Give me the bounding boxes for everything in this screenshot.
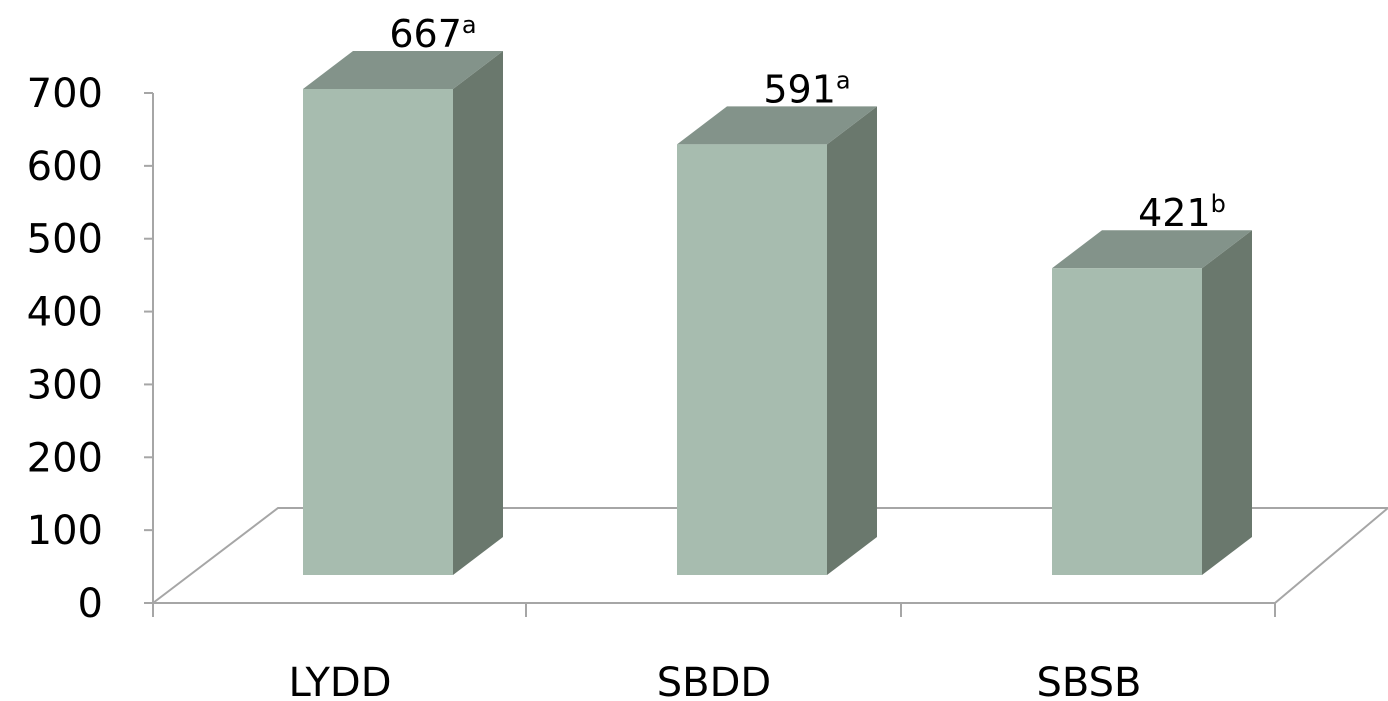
bar-front-face (303, 89, 453, 575)
bars (303, 51, 1252, 575)
y-tick-label: 300 (27, 362, 103, 408)
bar-value-label: 421b (1138, 190, 1226, 235)
bar-front-face (1052, 268, 1202, 575)
y-tick-label: 100 (27, 508, 103, 554)
chart-axes: 0 100 200 300 400 500 600 700 LYDD SBDD SBSB (27, 71, 1276, 701)
bar-front-face (677, 144, 827, 575)
y-tick-label: 700 (27, 71, 103, 117)
bar-value-label: 667a (389, 11, 476, 56)
bar-value-label: 591a (763, 66, 850, 111)
bar (303, 51, 503, 575)
y-tick-label: 600 (27, 144, 103, 190)
bar (1052, 230, 1252, 575)
bar-side-face (827, 106, 877, 575)
bar-top-face (303, 51, 503, 89)
y-tick-label: 0 (78, 581, 103, 627)
bar-side-face (1202, 230, 1252, 575)
y-tick-label: 500 (27, 217, 103, 263)
x-category-label: SBDD (657, 660, 771, 701)
x-category-label: SBSB (1037, 660, 1142, 701)
bar-top-face (1052, 230, 1252, 269)
labels: 667a 591a 421b (389, 11, 1226, 235)
bar-top-face (677, 106, 877, 145)
y-tick-label: 200 (27, 435, 103, 481)
bar-side-face (453, 51, 503, 575)
y-tick-label: 400 (27, 290, 103, 336)
x-category-label: LYDD (288, 660, 391, 701)
bar (677, 106, 877, 575)
